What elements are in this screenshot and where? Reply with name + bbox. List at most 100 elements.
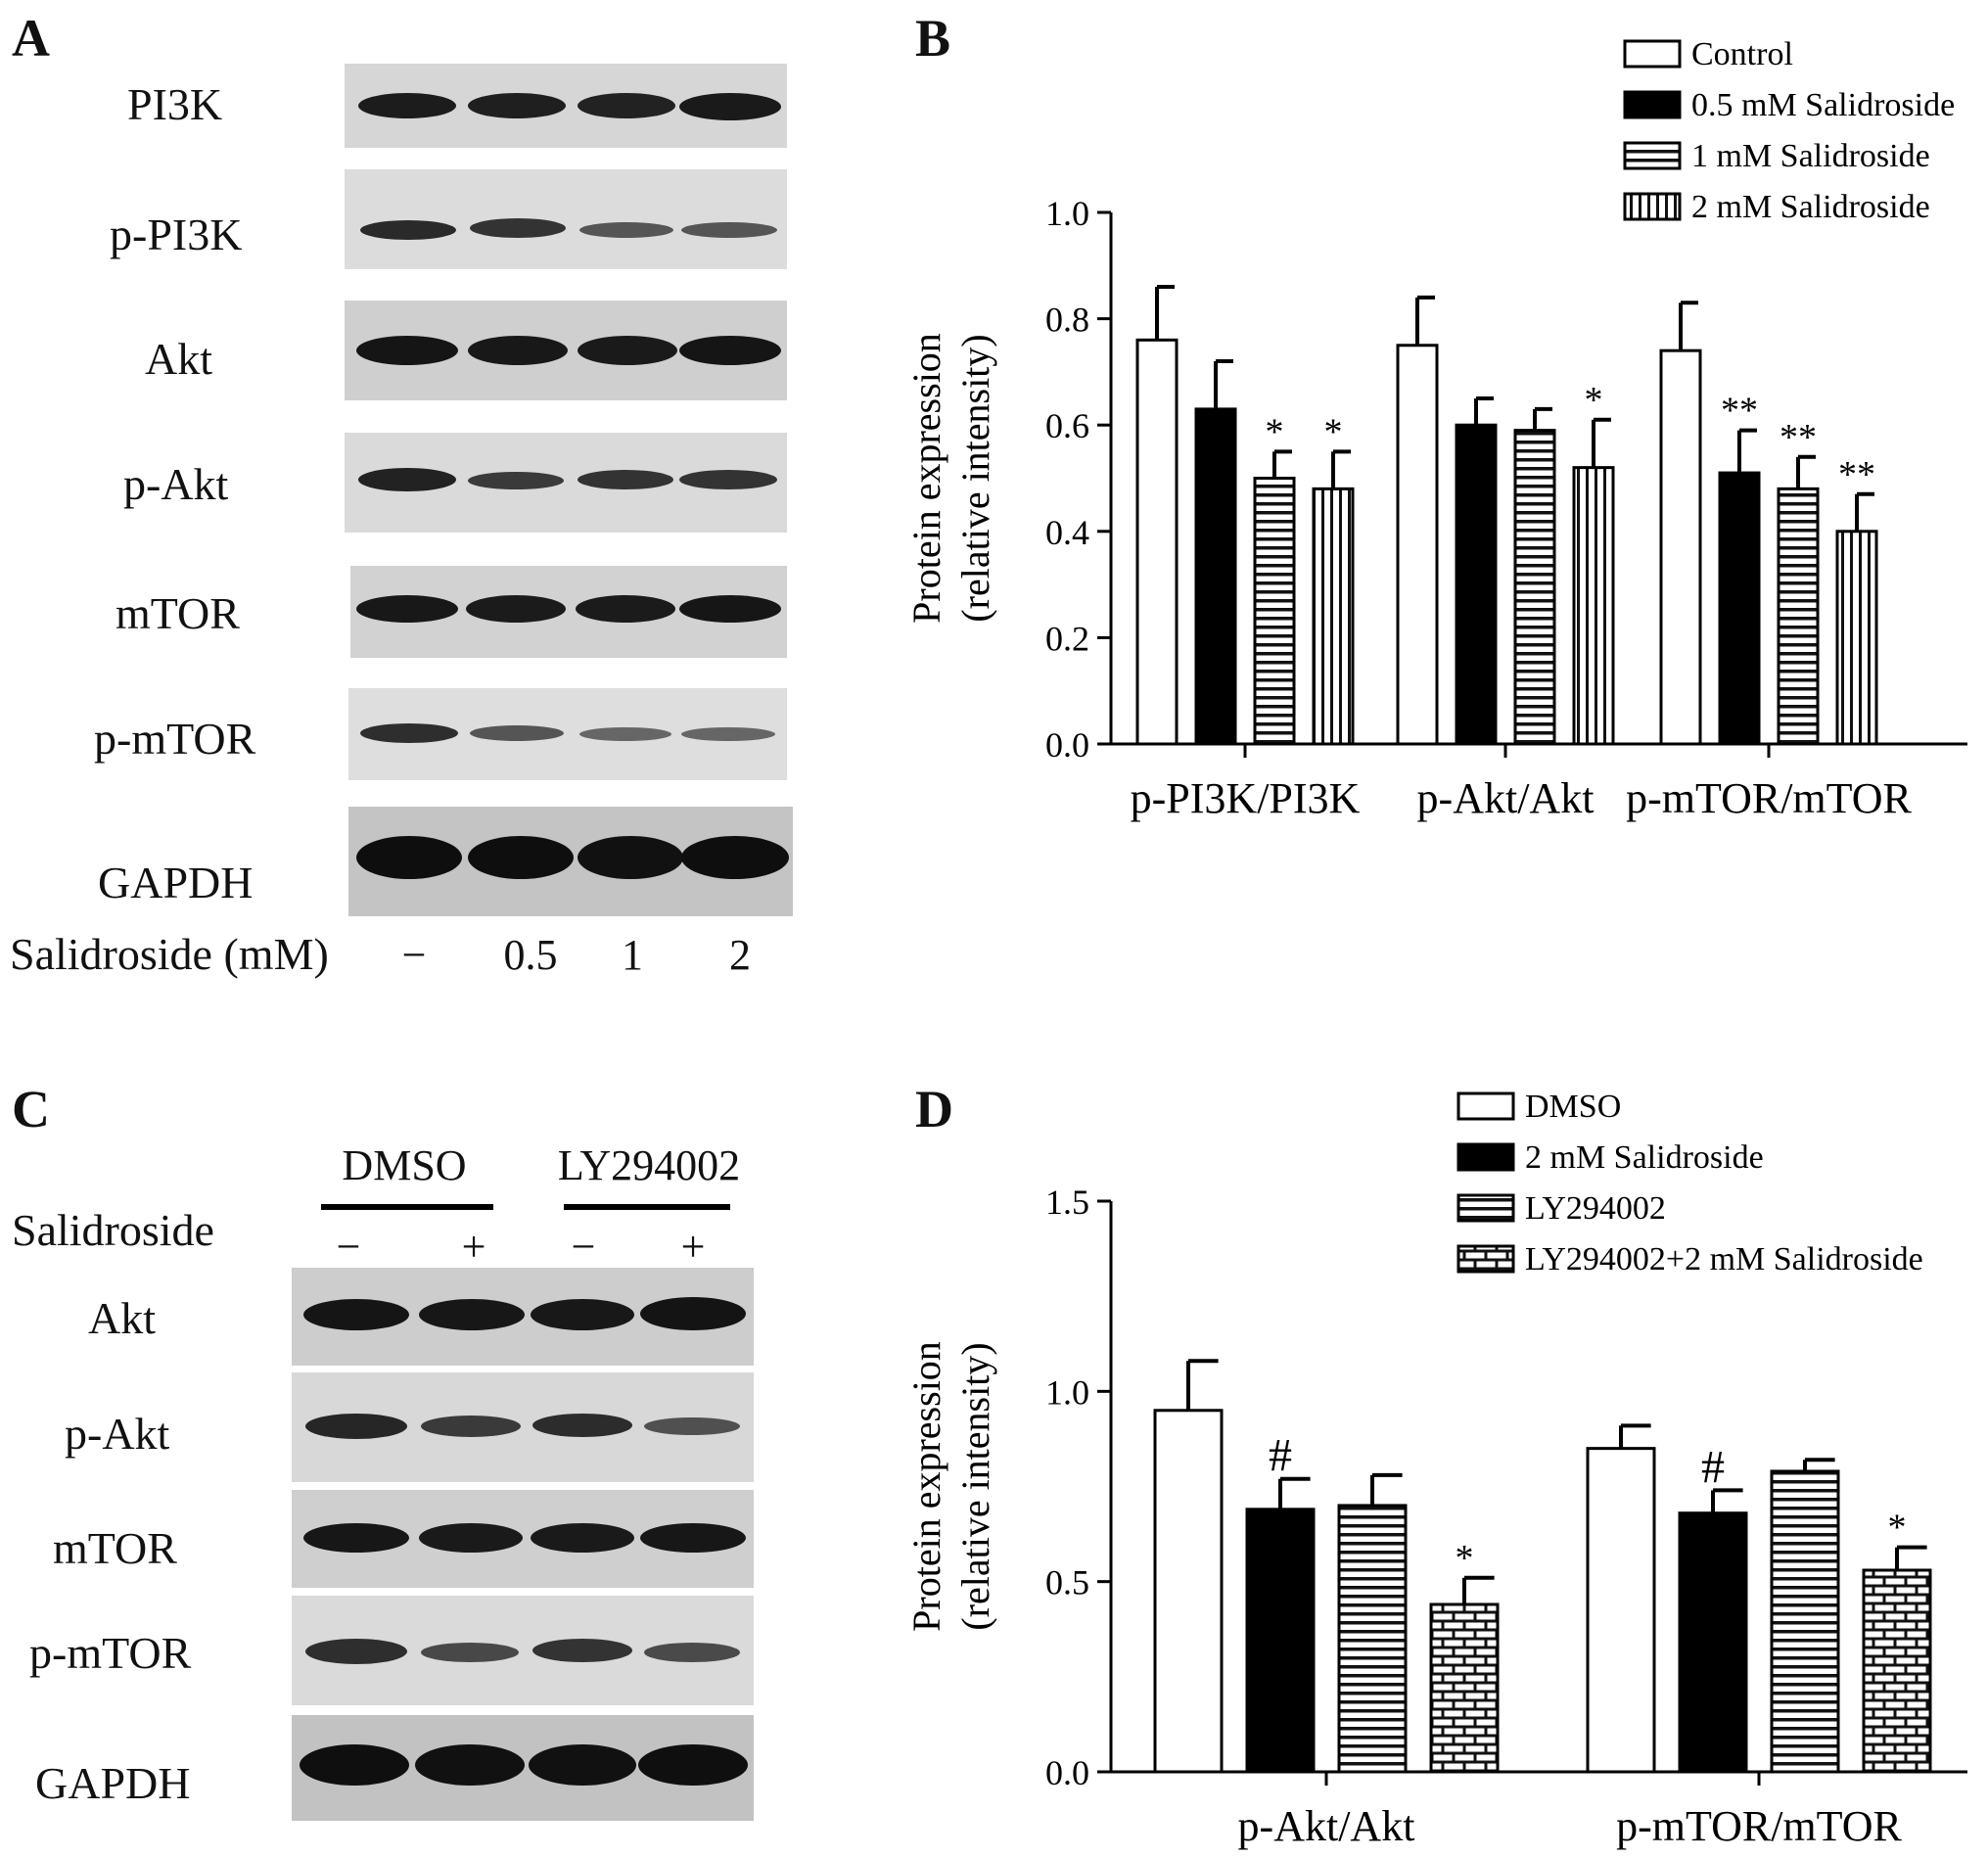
lane-label: − [336,1223,361,1271]
legend-label: LY294002 [1525,1190,1666,1227]
legend-label: 1 mM Salidroside [1691,138,1930,174]
lane-label: + [680,1223,706,1271]
band [531,1299,634,1330]
y-tick-label: 0.8 [1045,301,1089,340]
y-tick-label: 1.0 [1045,194,1089,233]
x-tick-label: p-mTOR/mTOR [1626,774,1912,822]
blot-strip-mtor-c [292,1490,754,1588]
y-tick-label: 1.0 [1045,1372,1089,1412]
significance-mark: * [1266,411,1284,452]
blot-strip-p-mtor-c [292,1596,754,1705]
blot-strip-p-akt [345,433,787,533]
band [300,1744,409,1786]
y-axis-label: Protein expression [904,333,948,624]
band [468,336,568,365]
x-tick-label: p-Akt/Akt [1417,774,1595,822]
lane-label: − [571,1223,596,1271]
band [305,1414,407,1439]
band [468,93,566,118]
x-tick-label: p-Akt/Akt [1238,1802,1415,1850]
band [679,595,781,623]
bar [1678,1511,1748,1774]
bar [1659,348,1702,746]
treatment-label-c: Salidroside [12,1205,214,1255]
significance-mark: ** [1838,454,1875,495]
significance-mark: * [1456,1538,1474,1579]
band [681,222,777,238]
band [578,336,677,365]
blot-strip-akt-c [292,1268,754,1366]
bar [1253,477,1296,746]
blot-label-gapdh: GAPDH [98,858,254,907]
band [532,1639,632,1662]
band [638,1744,748,1786]
lane-label: 0.5 [503,931,558,979]
significance-mark: * [1324,411,1343,452]
y-tick-label: 0.4 [1045,513,1089,552]
band [679,336,781,365]
bar [1312,487,1355,746]
x-tick-label: p-mTOR/mTOR [1616,1802,1902,1850]
band [356,836,462,879]
blot-strip-p-akt-c [292,1372,754,1482]
blot-strip-p-mtor [348,688,787,780]
legend-swatch [1456,1142,1515,1172]
band [303,1523,409,1553]
band [468,836,574,879]
significance-mark: # [1269,1430,1292,1482]
legend-swatch [1623,141,1682,170]
lane-label: − [401,931,427,979]
bar [1513,429,1556,746]
band [679,470,777,489]
group-label-dmso: DMSO [342,1141,467,1189]
bar [1718,471,1761,746]
group-bar-ly294002 [564,1204,730,1210]
bar [1862,1568,1932,1774]
bar [1835,530,1878,746]
y-tick-label: 0.5 [1045,1563,1089,1602]
y-axis-label: (relative intensity) [953,334,997,622]
bar [1153,1409,1224,1774]
band [358,93,456,118]
lane-label: + [461,1223,486,1271]
band [360,220,456,240]
blot-label-p-mtor: p-mTOR [94,714,256,764]
legend-swatch [1623,39,1682,69]
band [640,1523,746,1553]
y-axis-label: Protein expression [904,1341,948,1632]
band [579,222,673,238]
lane-label: 2 [729,931,751,979]
bar [1586,1447,1656,1774]
significance-mark: * [1585,380,1603,421]
legend-label: LY294002+2 mM Salidroside [1525,1241,1923,1277]
band [421,1643,519,1662]
band [576,595,675,623]
significance-mark: ** [1780,417,1817,458]
bar [1770,1469,1840,1774]
bar [1194,407,1237,746]
blot-label-p-akt-c: p-Akt [65,1409,170,1459]
bar [1429,1602,1500,1774]
blot-strip-gapdh-c [292,1715,754,1821]
significance-mark: # [1701,1441,1725,1493]
band [681,727,775,741]
group-bar-dmso [321,1204,493,1210]
legend-swatch [1456,1244,1515,1274]
blot-label-akt-c: Akt [88,1293,156,1343]
blot-label-gapdh-c: GAPDH [35,1758,191,1808]
band [303,1299,409,1330]
y-tick-label: 1.5 [1045,1183,1089,1222]
bar [1777,487,1820,746]
band [470,218,566,238]
band [529,1744,636,1786]
band [360,723,458,743]
panel-a-letter: A [12,9,50,68]
panel-c-letter: C [12,1080,50,1138]
chart-panel-d: 0.0 0.5 1.0 1.5 Protein expression (relative … [904,1089,1967,1850]
band [305,1639,407,1664]
legend-swatch [1456,1193,1515,1223]
bar [1135,338,1179,746]
band [358,468,456,491]
